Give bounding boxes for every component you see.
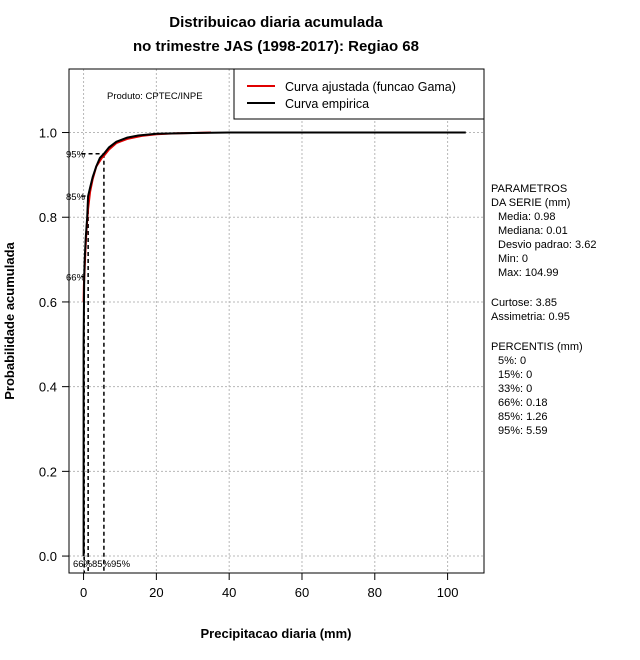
- percentile-label-0: 66%: [66, 273, 86, 284]
- stats-panel: PARAMETROS DA SERIE (mm) Media: 0.98 Med…: [491, 183, 596, 437]
- series-line-empirical: [82, 131, 466, 557]
- y-tick-label-3: 0.6: [39, 295, 57, 310]
- x-axis-title: Precipitacao diaria (mm): [201, 626, 352, 641]
- stats-max: Max: 104.99: [498, 267, 559, 279]
- y-axis-title: Probabilidade acumulada: [2, 241, 17, 399]
- x-tick-label-2: 40: [222, 585, 236, 600]
- percentil-5: 5%: 0: [498, 355, 526, 367]
- plot-frame: [68, 68, 485, 574]
- percentis-heading: PERCENTIS (mm): [491, 341, 583, 353]
- legend-label-fitted: Curva ajustada (funcao Gama): [285, 80, 456, 94]
- x-axis: 0 20 40 60 80 100: [80, 573, 459, 600]
- x-tick-label-4: 80: [368, 585, 382, 600]
- legend-label-empirical: Curva empirica: [285, 97, 369, 111]
- percentil-85: 85%: 1.26: [498, 411, 548, 423]
- percentil-66: 66%: 0.18: [498, 397, 548, 409]
- stats-curtose: Curtose: 3.85: [491, 297, 557, 309]
- stats-media: Media: 0.98: [498, 211, 555, 223]
- x-tick-label-1: 20: [149, 585, 163, 600]
- stats-heading-2: DA SERIE (mm): [491, 197, 570, 209]
- x-tick-label-5: 100: [437, 585, 459, 600]
- y-tick-label-0: 0.0: [39, 549, 57, 564]
- y-tick-label-1: 0.2: [39, 464, 57, 479]
- legend: Curva ajustada (funcao Gama) Curva empir…: [233, 68, 485, 120]
- stats-assimetria: Assimetria: 0.95: [491, 311, 570, 323]
- y-axis: 0.0 0.2 0.4 0.6 0.8 1.0: [39, 126, 69, 564]
- percentil-33: 33%: 0: [498, 383, 532, 395]
- stats-mediana: Mediana: 0.01: [498, 225, 568, 237]
- stats-heading-1: PARAMETROS: [491, 183, 567, 195]
- legend-box: [233, 68, 485, 120]
- percentil-15: 15%: 0: [498, 369, 532, 381]
- x-tick-label-3: 60: [295, 585, 309, 600]
- product-label: Produto: CPTEC/INPE: [107, 91, 203, 102]
- chart-title-line2: no trimestre JAS (1998-2017): Regiao 68: [133, 38, 419, 55]
- grid-lines: [69, 69, 484, 573]
- bottom-percentile-labels: 66%85%95%: [73, 559, 131, 570]
- x-tick-label-0: 0: [80, 585, 87, 600]
- percentile-label-2: 95%: [66, 150, 86, 161]
- percentile-markers: 66% 85% 95%: [66, 150, 105, 573]
- stats-desvio: Desvio padrao: 3.62: [498, 239, 596, 251]
- y-tick-label-4: 0.8: [39, 210, 57, 225]
- chart-title-line1: Distribuicao diaria acumulada: [169, 14, 383, 31]
- percentile-label-1: 85%: [66, 192, 86, 203]
- percentil-95: 95%: 5.59: [498, 425, 548, 437]
- y-tick-label-2: 0.4: [39, 380, 57, 395]
- stats-min: Min: 0: [498, 253, 528, 265]
- y-tick-label-5: 1.0: [39, 126, 57, 141]
